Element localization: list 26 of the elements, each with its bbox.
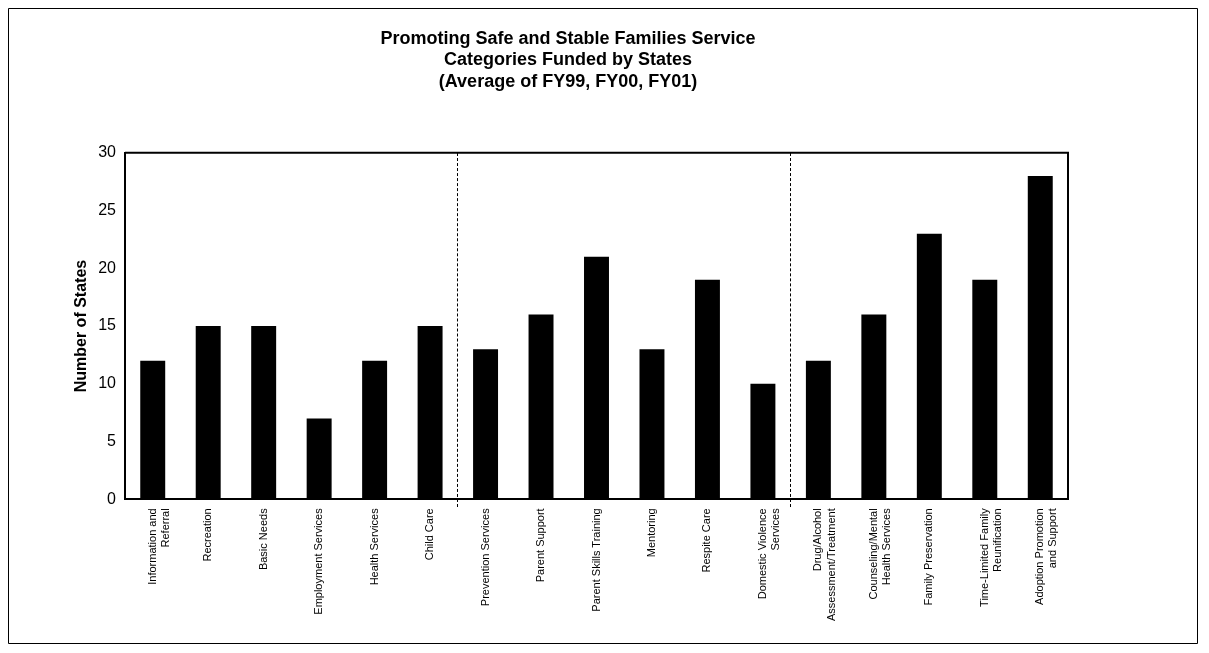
y-tick-label: 5: [107, 431, 117, 449]
x-tick-label: Counseling/Mental Health Services: [866, 507, 893, 600]
x-tick-label: Basic Needs: [256, 507, 269, 571]
y-tick-label: 0: [107, 489, 117, 507]
y-tick-label: 15: [98, 316, 117, 334]
x-tick-label: Adoption Promotion and Support: [1033, 508, 1059, 605]
x-tick-label: Parent Skills Training: [589, 508, 602, 612]
x-tick-label: Recreation: [201, 508, 214, 562]
x-tick-label: Health Services: [367, 507, 380, 586]
y-tick-label: 20: [98, 258, 117, 276]
x-tick-label: Information and Referral: [145, 508, 171, 585]
x-tick-label: Time-Limited Family Reunification: [977, 507, 1004, 607]
x-tick-label: Drug/Alcohol Assessment/Treatment: [811, 508, 837, 621]
y-tick-label: 10: [98, 374, 117, 392]
x-tick-label: Respite Care: [700, 508, 713, 573]
x-tick-label: Family Preservation: [922, 508, 935, 606]
x-tick-label: Parent Support: [534, 508, 547, 583]
x-tick-label: Prevention Services: [478, 507, 491, 607]
y-tick-label: 30: [98, 143, 117, 161]
y-axis-title: Number of States: [72, 259, 90, 393]
y-tick-label: 25: [98, 200, 117, 218]
x-tick-label: Domestic Violence Services: [755, 507, 782, 600]
x-tick-label: Child Care: [423, 508, 436, 561]
x-tick-label: Mentoring: [645, 508, 657, 558]
chart-title: Promoting Safe and Stable Families Service Categories Funded by States (Average of FY99, FY00, FY01): [380, 27, 756, 91]
x-tick-label: Employment Services: [312, 507, 325, 615]
